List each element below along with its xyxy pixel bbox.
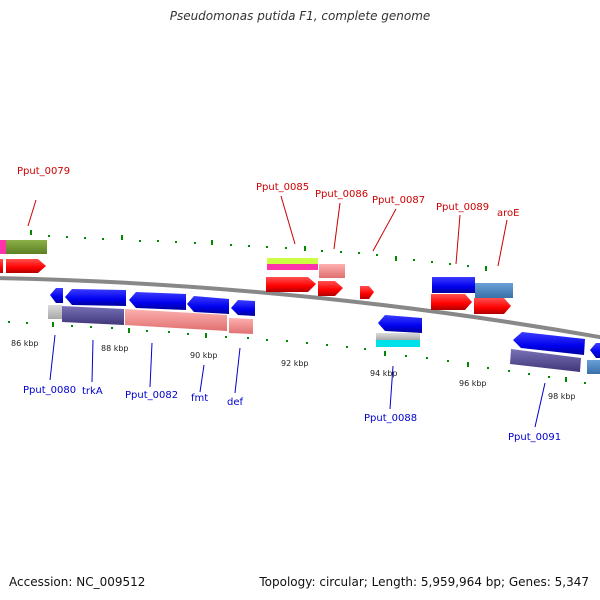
gene-label[interactable]: def [227,397,244,408]
accession-label: Accession: NC_009512 [9,575,146,589]
feature-bar [376,340,420,347]
tick-track-lower [8,321,586,384]
forward-cds-arrow [318,281,343,296]
feature-bar [587,360,600,374]
tick-track-upper [30,230,487,271]
feature-bar [48,305,62,319]
forward-cds-arrow [266,277,316,292]
feature-bar [6,240,47,254]
feature-bar [229,318,253,334]
feature-bar [432,277,475,293]
forward-cds-arrow [6,259,46,273]
reverse-cds-arrow [231,300,255,316]
map-title: Pseudomonas putida F1, complete genome [169,9,431,23]
feature-bar [125,309,227,331]
gene-label[interactable]: Pput_0082 [125,390,178,401]
gene-label[interactable]: Pput_0080 [23,385,76,396]
feature-bar [62,306,124,325]
forward-features [0,240,513,314]
scale-label: 96 kbp [459,379,487,388]
gene-label[interactable]: Pput_0079 [17,166,70,177]
reverse-cds-arrow [50,288,63,303]
scale-label: 86 kbp [11,339,39,348]
gene-label[interactable]: Pput_0087 [372,195,425,206]
gene-label[interactable]: aroE [497,208,519,219]
gene-label[interactable]: fmt [191,393,208,404]
gene-label[interactable]: Pput_0091 [508,432,561,443]
forward-cds-arrow [474,298,511,314]
gene-label[interactable]: trkA [82,386,103,397]
reverse-cds-arrow [513,332,585,355]
reverse-features [48,288,600,374]
reverse-cds-arrow [590,343,600,358]
genome-backbone [0,276,600,340]
gene-label[interactable]: Pput_0085 [256,182,309,193]
scale-label: 98 kbp [548,392,576,401]
scale-label: 92 kbp [281,359,309,368]
forward-cds-arrow [431,294,472,310]
feature-bar [376,333,420,340]
feature-bar [0,240,6,254]
reverse-cds-arrow [129,292,186,310]
gene-label[interactable]: Pput_0088 [364,413,417,424]
genome-summary: Topology: circular; Length: 5,959,964 bp… [259,575,589,589]
forward-cds-arrow [0,259,3,273]
scale-label: 94 kbp [370,369,398,378]
feature-bar [475,283,513,298]
gene-label[interactable]: Pput_0086 [315,189,368,200]
reverse-cds-arrow [378,315,422,333]
scale-label: 90 kbp [190,351,218,360]
feature-bar [319,264,345,278]
feature-bar [267,264,318,270]
gene-label[interactable]: Pput_0089 [436,202,489,213]
reverse-cds-arrow [187,296,229,314]
feature-bar [510,349,581,372]
scale-label: 88 kbp [101,344,129,353]
forward-cds-arrow [360,286,374,299]
reverse-cds-arrow [65,289,126,306]
label-leaders [27,195,546,428]
feature-bar [267,258,318,264]
